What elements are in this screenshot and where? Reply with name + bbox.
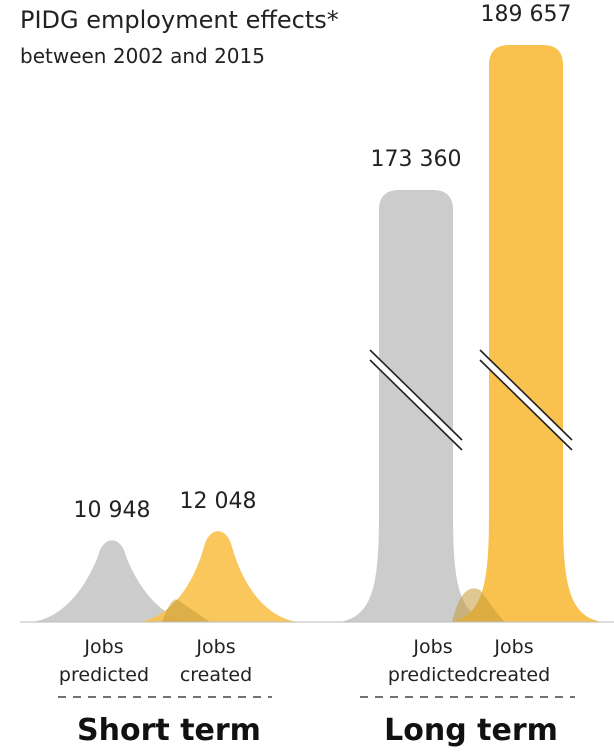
- chart-subtitle: between 2002 and 2015: [20, 44, 265, 68]
- bar-long-created: [449, 45, 603, 622]
- overlap-short: [162, 599, 210, 622]
- value-label-short-predicted: 10 948: [74, 498, 151, 523]
- category-label-line1: Jobs: [83, 636, 123, 658]
- category-label-line2: predicted: [59, 664, 149, 686]
- category-label-line2: created: [180, 664, 252, 686]
- axis-break-line: [369, 359, 463, 451]
- group-label-short-term: Short term: [77, 713, 261, 748]
- overlap-long: [452, 588, 505, 622]
- axis-break-band-predicted: [370, 350, 462, 450]
- axis-break-line: [479, 359, 573, 451]
- axis-break-line: [479, 349, 573, 441]
- category-label-line1: Jobs: [195, 636, 235, 658]
- chart-title: PIDG employment effects*: [20, 6, 339, 34]
- value-label-short-created: 12 048: [180, 489, 257, 514]
- bar-short-created: [138, 531, 298, 622]
- axis-break-band-created: [480, 350, 572, 450]
- axis-break-line: [369, 349, 463, 441]
- category-label-line1: Jobs: [412, 636, 452, 658]
- group-label-long-term: Long term: [384, 713, 558, 748]
- value-label-long-predicted: 173 360: [371, 147, 462, 172]
- category-label-line2: predicted: [388, 664, 478, 686]
- category-label-line2: created: [478, 664, 550, 686]
- category-label-line1: Jobs: [493, 636, 533, 658]
- bar-short-predicted: [32, 540, 192, 622]
- value-label-long-created: 189 657: [481, 2, 572, 27]
